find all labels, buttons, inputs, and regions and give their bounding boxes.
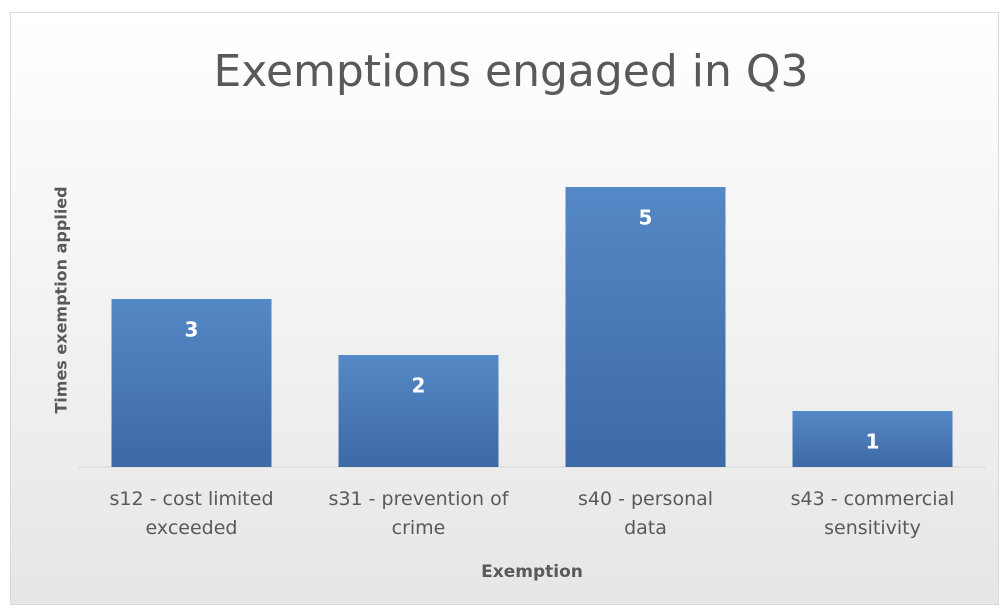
bar: [565, 187, 726, 467]
bar: [111, 299, 272, 467]
x-axis-label: Exemption: [481, 562, 583, 582]
value-label: 5: [639, 206, 653, 230]
x-tick-label: s43 - commercial sensitivity: [790, 488, 955, 539]
y-axis-label: Times exemption applied: [52, 186, 71, 413]
chart-title: Exemptions engaged in Q3: [213, 46, 808, 97]
x-tick-label: s40 - personal data: [577, 488, 714, 539]
bar: [338, 355, 499, 467]
x-tick-label: s31 - prevention of crime: [328, 488, 509, 539]
x-tick-label: s12 - cost limited exceeded: [109, 488, 274, 539]
value-label: 2: [412, 374, 426, 398]
value-label: 1: [866, 430, 880, 454]
value-label: 3: [185, 318, 199, 342]
bar: [792, 411, 953, 467]
